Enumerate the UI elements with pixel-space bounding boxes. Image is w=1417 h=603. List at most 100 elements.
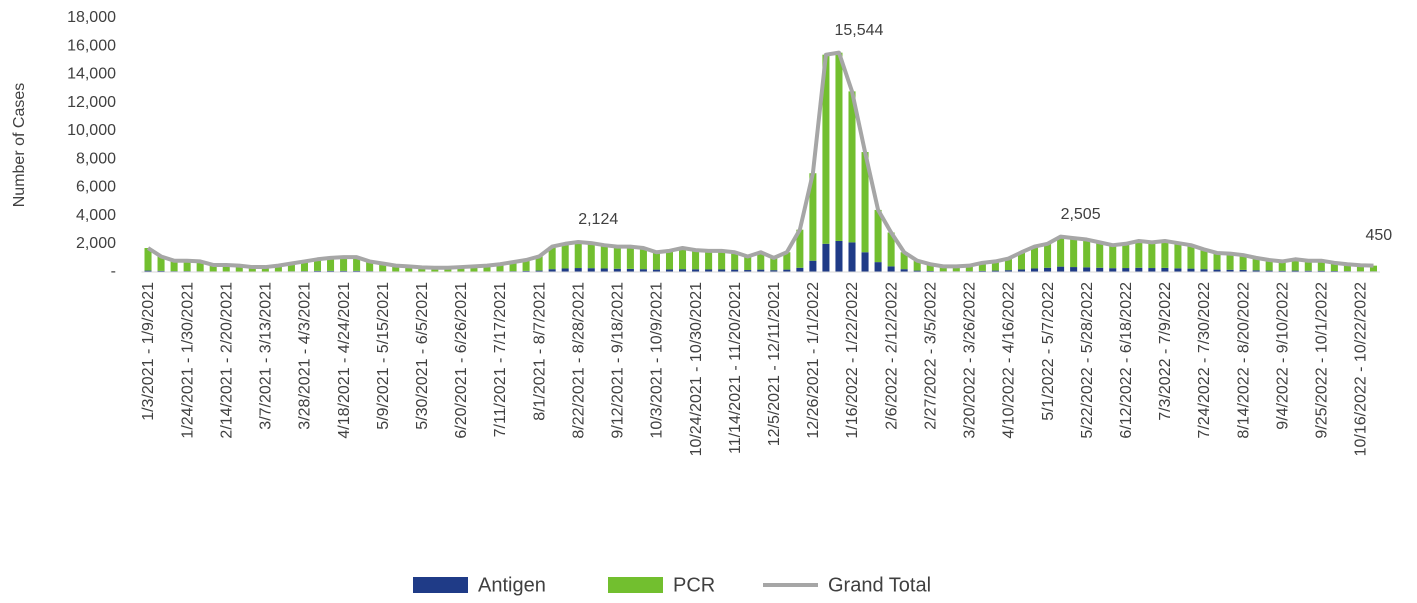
bar — [900, 269, 908, 272]
bar — [561, 268, 569, 272]
bar — [652, 269, 660, 272]
bar — [353, 270, 361, 272]
y-tick-label: - — [111, 263, 116, 280]
bar — [327, 257, 335, 271]
bar — [665, 250, 674, 270]
bar — [1278, 261, 1286, 271]
y-tick-label: 12,000 — [67, 94, 116, 111]
bar — [1291, 270, 1299, 272]
bar — [313, 259, 322, 271]
legend-swatch — [608, 577, 663, 593]
bar — [822, 243, 830, 272]
bar — [1096, 267, 1104, 272]
bar — [744, 270, 752, 272]
bar — [692, 250, 700, 270]
bar — [548, 269, 556, 272]
x-tick-label: 10/24/2021 - 10/30/2021 — [688, 282, 705, 456]
bar — [1369, 265, 1378, 272]
bar — [457, 267, 465, 272]
bar — [991, 261, 999, 271]
bar — [848, 91, 856, 243]
bar — [483, 265, 491, 272]
y-axis-title: Number of Cases — [11, 83, 28, 208]
bar — [1044, 267, 1052, 272]
bar — [157, 270, 165, 272]
x-tick-label: 2/6/2022 - 2/12/2022 — [883, 282, 900, 430]
x-tick-label: 4/10/2022 - 4/16/2022 — [1001, 282, 1018, 439]
bar — [1252, 270, 1260, 272]
bar — [861, 252, 869, 272]
bar — [1213, 252, 1221, 270]
x-tick-label: 9/4/2022 - 9/10/2022 — [1274, 282, 1291, 430]
x-tick-label: 10/16/2022 - 10/22/2022 — [1353, 282, 1370, 456]
x-tick-label: 11/14/2021 - 11/20/2021 — [727, 282, 744, 454]
bar — [705, 269, 713, 272]
bar — [600, 268, 608, 272]
x-tick-label: 6/12/2022 - 6/18/2022 — [1118, 282, 1135, 439]
y-tick-label: 2,000 — [76, 235, 116, 252]
bar — [809, 260, 817, 272]
bar — [1083, 239, 1091, 268]
x-tick-label: 3/28/2021 - 4/3/2021 — [297, 282, 314, 430]
y-tick-label: 10,000 — [67, 122, 116, 139]
bar — [522, 270, 530, 272]
bar — [1317, 270, 1325, 272]
bar — [1161, 240, 1169, 268]
x-tick-label: 5/30/2021 - 6/5/2021 — [414, 282, 431, 430]
bar — [1304, 260, 1312, 271]
bar — [366, 261, 374, 272]
bar — [965, 265, 973, 272]
x-tick-label: 1/24/2021 - 1/30/2021 — [179, 282, 196, 439]
bar — [744, 256, 752, 271]
bar — [991, 270, 999, 272]
bar — [1122, 243, 1130, 269]
bar — [731, 252, 739, 270]
bar — [1265, 260, 1273, 271]
x-tick-label: 9/12/2021 - 9/18/2021 — [610, 282, 627, 439]
x-tick-label: 7/3/2022 - 7/9/2022 — [1157, 282, 1174, 421]
bar — [561, 243, 569, 269]
bar — [170, 260, 178, 272]
x-tick-label: 6/20/2021 - 6/26/2021 — [453, 282, 470, 439]
x-tick-label: 2/27/2022 - 3/5/2022 — [922, 282, 939, 430]
bar — [418, 267, 426, 272]
bar — [1265, 270, 1273, 272]
bar — [1148, 268, 1156, 272]
x-tick-label: 1/3/2021 - 1/9/2021 — [140, 282, 157, 421]
bar — [274, 265, 282, 272]
bar — [340, 257, 348, 271]
bar — [626, 246, 634, 269]
x-tick-label: 1/16/2022 - 1/22/2022 — [844, 282, 861, 439]
legend-label: Grand Total — [828, 574, 931, 596]
bar — [652, 252, 660, 270]
bar — [952, 266, 960, 272]
bar — [874, 209, 882, 263]
bar — [340, 270, 348, 272]
bar — [835, 240, 843, 272]
bar — [900, 252, 908, 270]
bar — [313, 270, 322, 272]
bar — [287, 263, 295, 272]
x-tick-label: 2/14/2021 - 2/20/2021 — [218, 282, 235, 439]
bar — [639, 269, 647, 272]
bar — [509, 262, 517, 272]
bar — [1200, 269, 1208, 272]
y-tick-label: 4,000 — [76, 207, 116, 224]
x-tick-label: 7/11/2021 - 7/17/2021 — [492, 282, 509, 437]
data-label: 2,124 — [578, 211, 618, 228]
bar — [1213, 269, 1221, 272]
y-tick-label: 14,000 — [67, 66, 116, 83]
bar — [327, 270, 335, 272]
bar — [1330, 262, 1338, 272]
bar — [1291, 259, 1299, 271]
bar — [1278, 270, 1286, 272]
bar — [1304, 270, 1312, 272]
x-tick-label: 12/5/2021 - 12/11/2021 — [766, 282, 783, 446]
bar — [1174, 243, 1182, 269]
bar — [1356, 265, 1364, 272]
bar — [639, 248, 647, 270]
x-tick-label: 8/22/2021 - 8/28/2021 — [570, 282, 587, 439]
bar — [183, 260, 191, 272]
bar — [978, 270, 986, 272]
x-tick-label: 12/26/2021 - 1/1/2022 — [805, 282, 822, 439]
